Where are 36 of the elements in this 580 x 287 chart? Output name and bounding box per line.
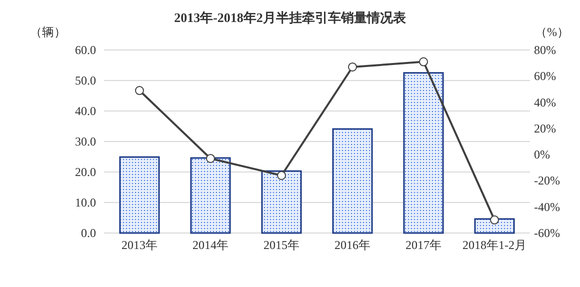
- bar: [403, 72, 444, 234]
- bar: [190, 157, 231, 234]
- x-tick-label: 2018年1-2月: [462, 238, 526, 252]
- x-tick-label: 2017年: [406, 238, 442, 252]
- x-tick-label: 2013年: [122, 238, 158, 252]
- y-tick-label: 60.0: [75, 43, 96, 57]
- y2-tick-label: 40%: [534, 95, 556, 110]
- x-tick-label: 2016年: [334, 238, 370, 252]
- point: [206, 154, 215, 163]
- bar: [474, 218, 515, 234]
- y2-tick-label: 0%: [534, 148, 550, 162]
- y-tick-label: 10.0: [75, 196, 96, 210]
- point: [490, 215, 499, 224]
- chart-title: 2013年-2018年2月半挂牵引车销量情况表: [174, 10, 407, 25]
- bar: [332, 128, 373, 234]
- y2-tick-label: -60%: [534, 226, 560, 240]
- y-tick-label: 20.0: [75, 165, 96, 179]
- x-tick-label: 2015年: [264, 238, 300, 252]
- x-tick-label: 2014年: [192, 238, 228, 252]
- y2-tick-label: 20%: [534, 121, 556, 136]
- y-tick-label: 40.0: [75, 104, 96, 118]
- y-tick-label: 50.0: [75, 74, 96, 88]
- bar: [261, 170, 302, 234]
- y2-tick-label: 80%: [534, 43, 556, 57]
- bar: [119, 156, 160, 234]
- point: [348, 62, 357, 72]
- y2-tick-label: 60%: [534, 69, 556, 84]
- y-tick-label: 30.0: [75, 134, 96, 148]
- point: [135, 86, 144, 96]
- y-tick-label: 0.0: [81, 226, 96, 240]
- y2-axis-title: （%）: [535, 25, 569, 39]
- y-axis-title: （辆）: [30, 25, 66, 39]
- y2-tick-label: -20%: [534, 174, 560, 188]
- point: [277, 170, 286, 180]
- y2-tick-label: -40%: [534, 200, 560, 214]
- point: [419, 57, 428, 66]
